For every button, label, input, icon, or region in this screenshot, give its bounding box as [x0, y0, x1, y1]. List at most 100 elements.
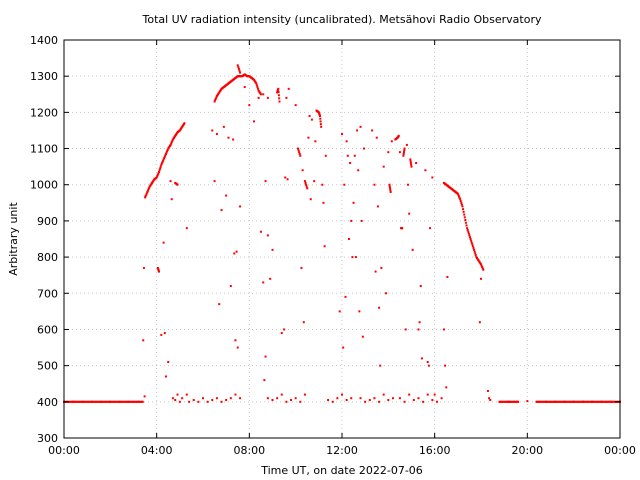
- data-point: [234, 393, 237, 396]
- data-point: [211, 129, 214, 132]
- data-point: [466, 228, 469, 231]
- data-point: [298, 151, 301, 154]
- data-point: [245, 74, 248, 77]
- data-point: [277, 88, 280, 91]
- data-point: [388, 183, 391, 186]
- data-point: [171, 397, 174, 400]
- data-point: [382, 165, 385, 168]
- data-point: [385, 292, 388, 295]
- data-point: [178, 129, 181, 132]
- data-point: [350, 397, 353, 400]
- data-point: [319, 120, 322, 123]
- data-point: [236, 64, 239, 67]
- data-point: [412, 399, 415, 402]
- data-point: [142, 266, 145, 269]
- data-point: [266, 96, 269, 99]
- data-point: [302, 321, 305, 324]
- data-point: [442, 328, 445, 331]
- data-point: [342, 346, 345, 349]
- data-point: [350, 219, 353, 222]
- data-point: [150, 182, 153, 185]
- data-point: [266, 397, 269, 400]
- data-point: [236, 75, 239, 78]
- data-point: [446, 275, 449, 278]
- data-point: [276, 397, 279, 400]
- x-tick-label: 00:00: [604, 444, 636, 457]
- data-point: [466, 227, 469, 230]
- data-point: [405, 143, 408, 146]
- data-point: [498, 400, 501, 403]
- data-point: [141, 400, 144, 403]
- data-point: [363, 147, 366, 150]
- data-point: [398, 151, 401, 154]
- data-point: [229, 81, 232, 84]
- data-point: [453, 190, 456, 193]
- data-point: [297, 149, 300, 152]
- data-point: [306, 187, 309, 190]
- data-point: [257, 96, 260, 99]
- x-tick-label: 08:00: [233, 444, 265, 457]
- data-point: [404, 328, 407, 331]
- data-point: [170, 198, 173, 201]
- data-point: [359, 125, 362, 128]
- data-point: [320, 125, 323, 128]
- data-point: [225, 194, 228, 197]
- data-point: [287, 87, 290, 90]
- data-point: [368, 399, 371, 402]
- data-point: [572, 400, 575, 403]
- data-point: [435, 400, 438, 403]
- data-point: [471, 245, 474, 248]
- data-point: [284, 176, 287, 179]
- y-tick-label: 1200: [30, 106, 58, 119]
- data-point: [156, 173, 159, 176]
- data-point: [472, 247, 475, 250]
- data-point: [252, 78, 255, 81]
- y-tick-label: 900: [37, 215, 58, 228]
- data-point: [410, 165, 413, 168]
- data-point: [322, 201, 325, 204]
- data-point: [473, 250, 476, 253]
- data-point: [174, 399, 177, 402]
- data-point: [171, 139, 174, 142]
- data-point: [382, 393, 385, 396]
- data-point: [238, 75, 241, 78]
- data-point: [482, 268, 485, 271]
- data-point: [375, 136, 378, 139]
- data-point: [427, 364, 430, 367]
- data-point: [146, 190, 149, 193]
- data-point: [159, 165, 162, 168]
- data-point: [388, 185, 391, 188]
- data-point: [321, 183, 324, 186]
- data-point: [155, 176, 158, 179]
- data-point: [410, 163, 413, 166]
- data-point: [181, 397, 184, 400]
- data-point: [473, 248, 476, 251]
- data-point: [353, 154, 356, 157]
- data-point: [378, 306, 381, 309]
- data-point: [402, 154, 405, 157]
- data-point: [168, 144, 171, 147]
- data-point: [165, 151, 168, 154]
- data-point: [145, 192, 148, 195]
- data-point: [474, 252, 477, 255]
- data-point: [271, 399, 274, 402]
- data-point: [278, 97, 281, 100]
- data-point: [409, 158, 412, 161]
- data-point: [166, 150, 169, 153]
- data-point: [215, 96, 218, 99]
- data-point: [305, 183, 308, 186]
- data-point: [229, 397, 232, 400]
- data-point: [188, 400, 191, 403]
- data-point: [109, 400, 112, 403]
- data-point: [407, 183, 410, 186]
- data-point: [465, 224, 468, 227]
- data-point: [160, 163, 163, 166]
- data-point: [451, 188, 454, 191]
- data-point: [457, 195, 460, 198]
- data-point: [309, 198, 312, 201]
- data-point: [180, 126, 183, 129]
- data-point: [152, 179, 155, 182]
- data-point: [213, 100, 216, 103]
- data-point: [351, 256, 354, 259]
- x-tick-label: 20:00: [511, 444, 543, 457]
